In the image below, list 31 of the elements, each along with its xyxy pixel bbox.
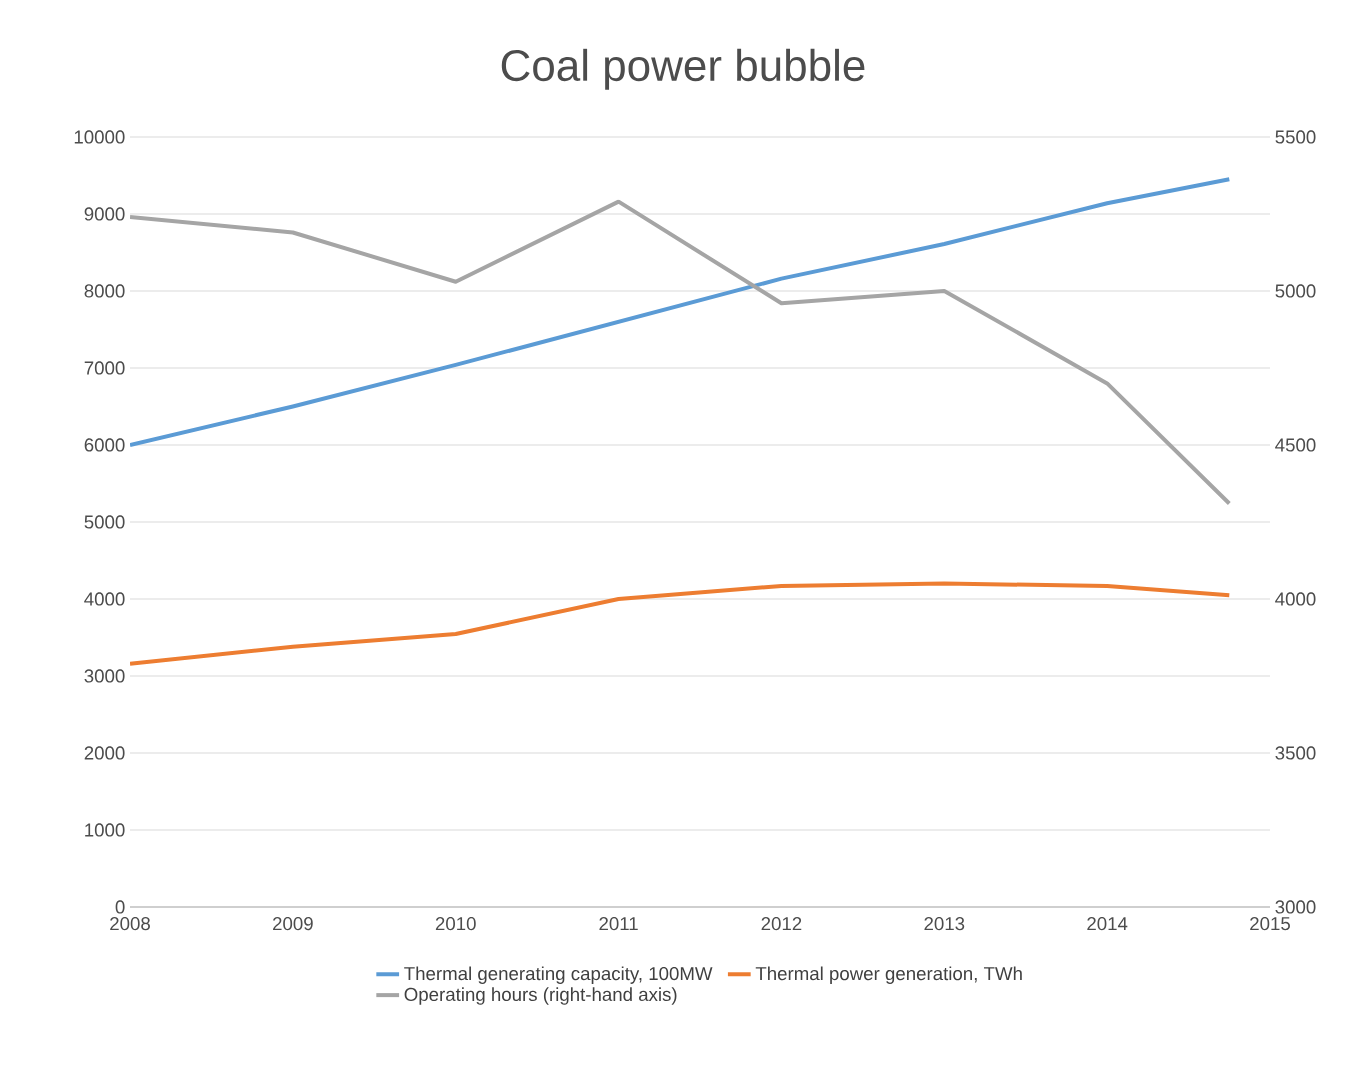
y-tick-label: 3000	[84, 669, 125, 683]
x-tick-label: 2010	[435, 917, 476, 931]
line-series	[130, 581, 1232, 666]
x-tick-label: 2015	[1250, 917, 1290, 931]
y-tick-label: 10000	[74, 130, 125, 144]
x-tick-label: 2014	[1087, 917, 1128, 931]
y-tick-label: 6000	[84, 438, 125, 452]
legend-label: Thermal generating capacity, 100MW	[404, 966, 713, 984]
x-tick-label: 2008	[110, 917, 150, 931]
legend-label: Thermal power generation, TWh	[755, 966, 1022, 984]
y-tick-label: 7000	[84, 361, 125, 375]
y-tick-label: 8000	[84, 284, 125, 298]
y2-tick-label: 3500	[1275, 746, 1316, 760]
line-series	[130, 199, 1232, 506]
x-tick-label: 2013	[924, 917, 965, 931]
y-tick-label: 0	[115, 900, 125, 914]
y2-tick-label: 4500	[1275, 438, 1316, 452]
y-tick-label: 9000	[84, 207, 125, 221]
x-tick-label: 2012	[761, 917, 802, 931]
y-tick-label: 1000	[85, 823, 125, 837]
y2-tick-label: 5000	[1275, 284, 1316, 298]
x-tick-label: 2011	[599, 917, 638, 931]
y-tick-label: 2000	[84, 746, 125, 760]
legend-label: Operating hours (right-hand axis)	[404, 987, 677, 1005]
y2-tick-label: 4000	[1275, 592, 1316, 606]
y-tick-label: 4000	[84, 592, 125, 606]
y-tick-label: 5000	[84, 515, 125, 529]
chart-title: Coal power bubble	[501, 48, 865, 90]
y2-tick-label: 5500	[1275, 130, 1316, 144]
y2-tick-label: 3000	[1275, 900, 1316, 914]
x-tick-label: 2009	[273, 917, 313, 931]
